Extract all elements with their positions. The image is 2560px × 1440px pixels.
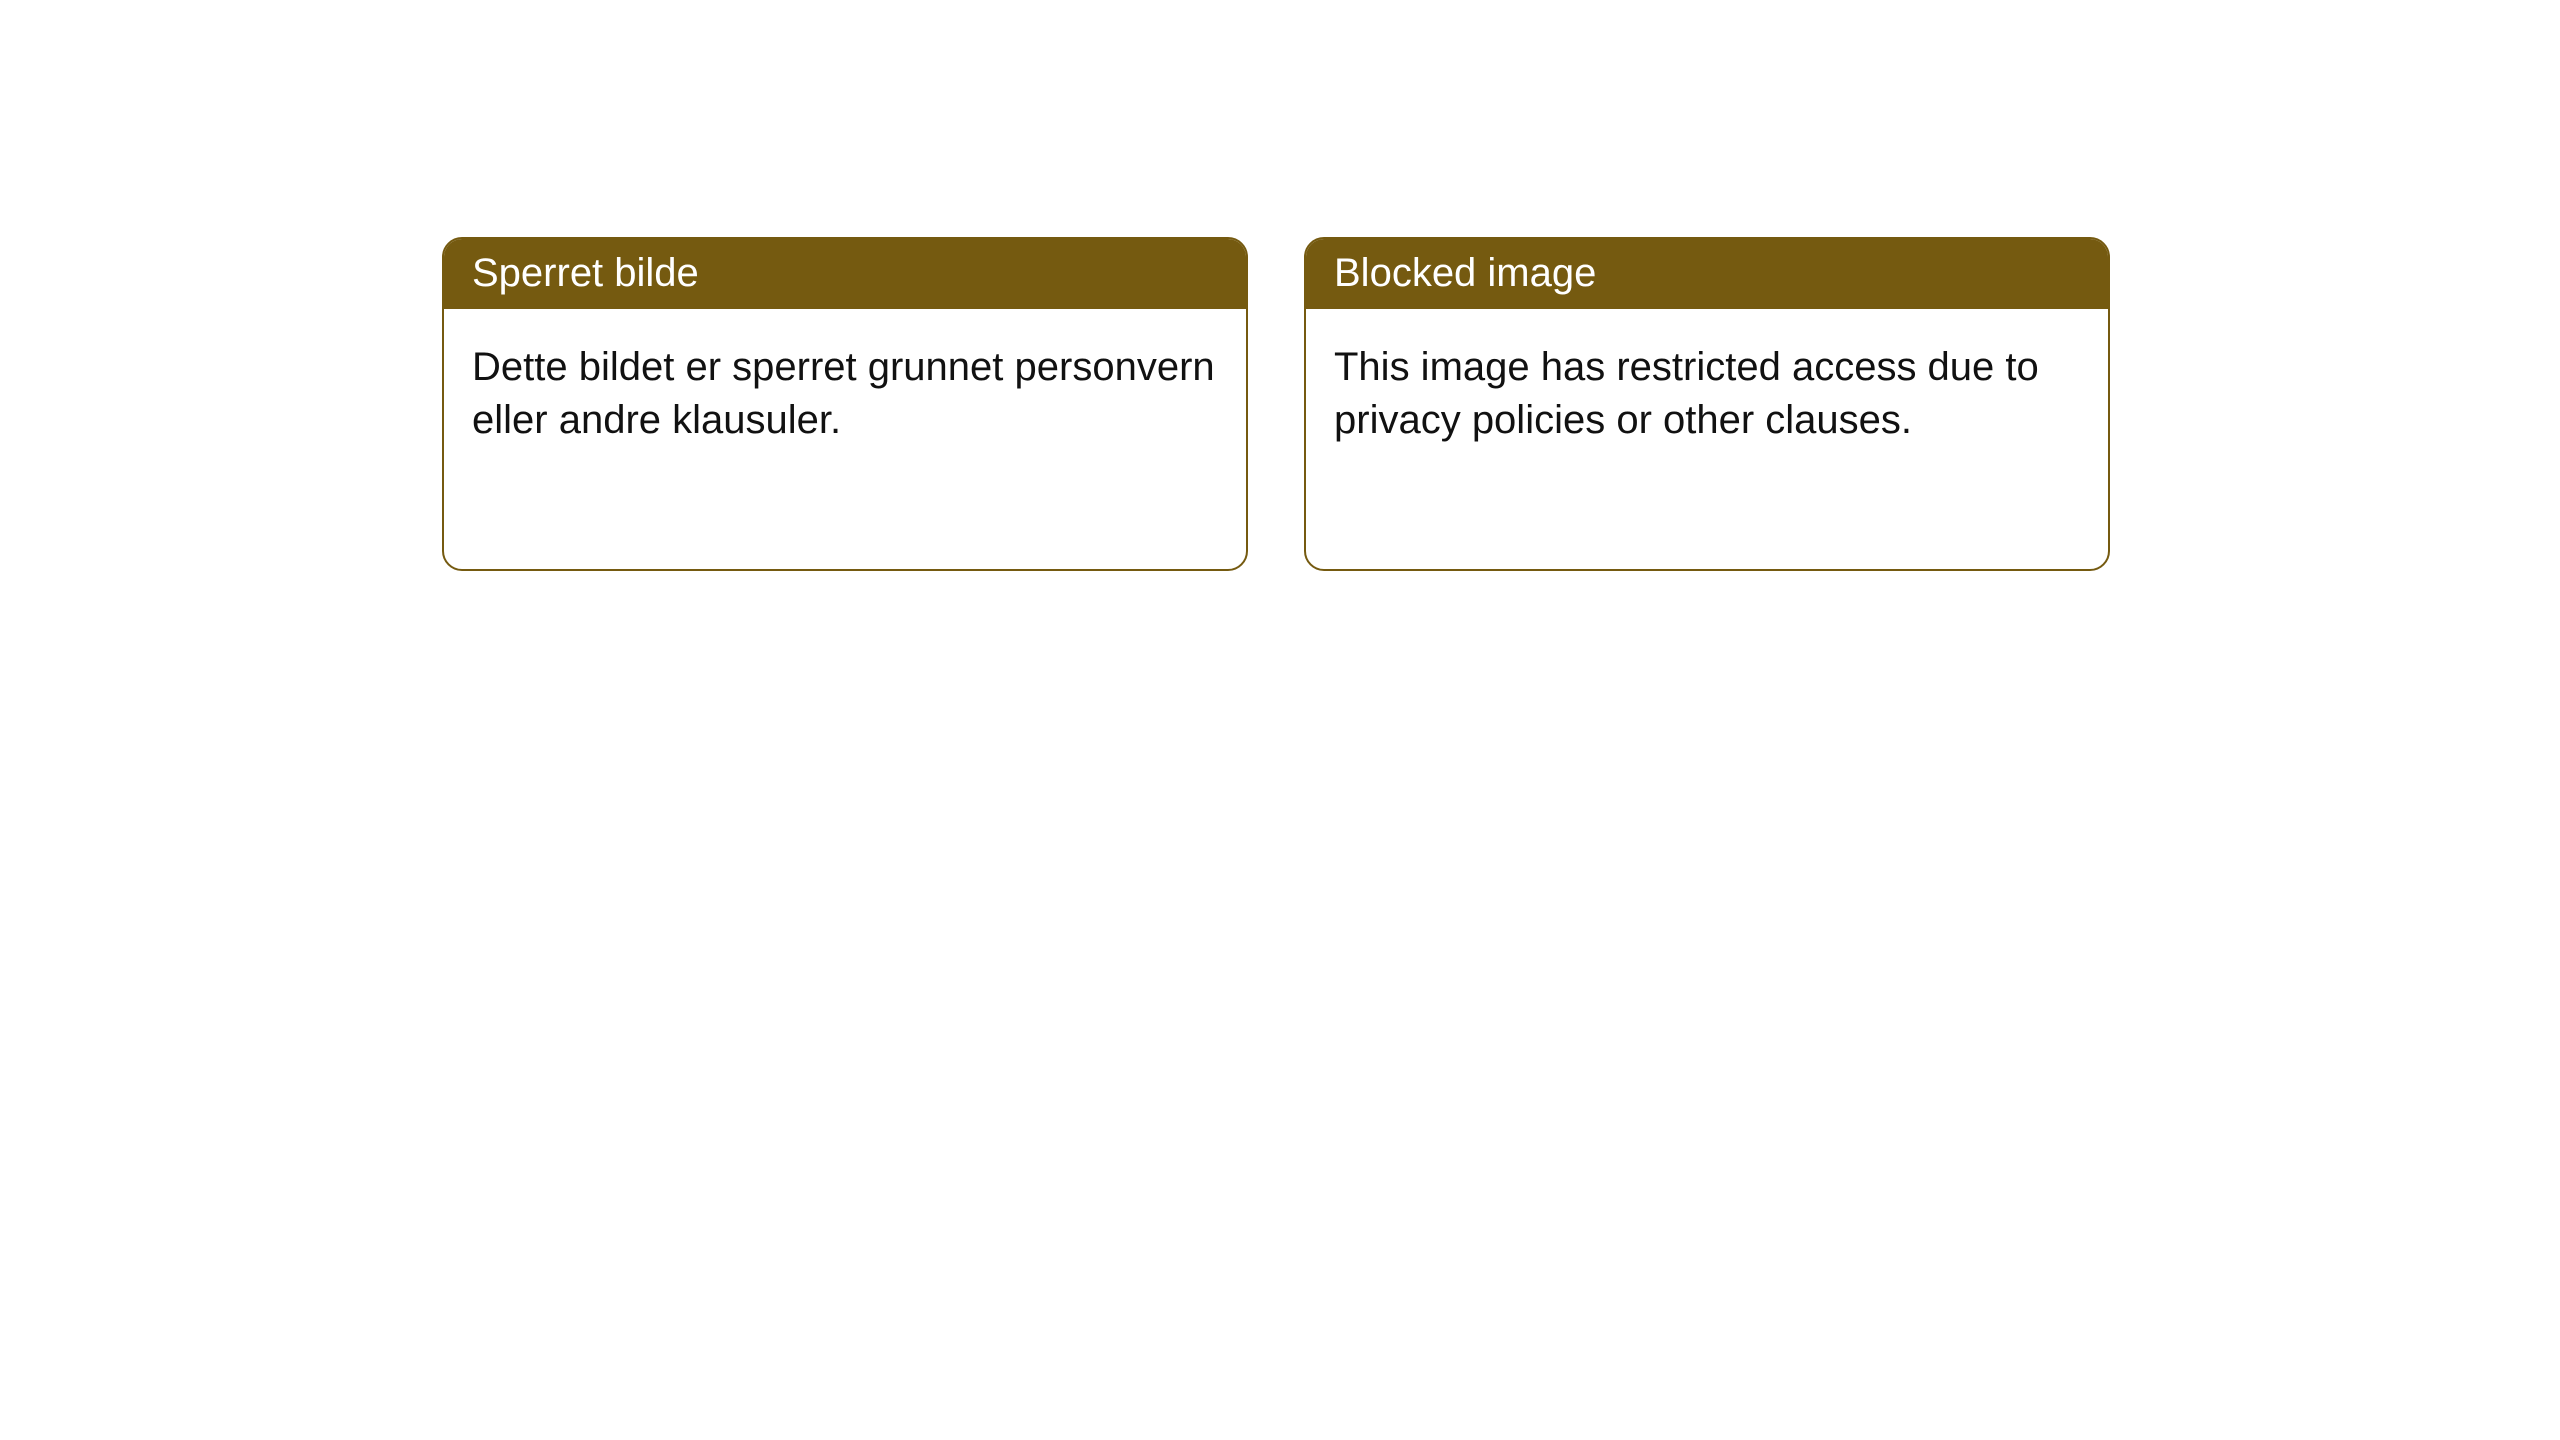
notice-card-english: Blocked image This image has restricted … [1304, 237, 2110, 571]
notice-title-norwegian: Sperret bilde [472, 251, 699, 295]
notice-card-norwegian: Sperret bilde Dette bildet er sperret gr… [442, 237, 1248, 571]
notice-body-norwegian: Dette bildet er sperret grunnet personve… [444, 309, 1246, 569]
notice-body-english: This image has restricted access due to … [1306, 309, 2108, 569]
notice-text-english: This image has restricted access due to … [1334, 345, 2039, 442]
notice-header-english: Blocked image [1306, 239, 2108, 309]
notice-header-norwegian: Sperret bilde [444, 239, 1246, 309]
notice-title-english: Blocked image [1334, 251, 1596, 295]
notice-text-norwegian: Dette bildet er sperret grunnet personve… [472, 345, 1215, 442]
notice-container: Sperret bilde Dette bildet er sperret gr… [442, 237, 2110, 571]
